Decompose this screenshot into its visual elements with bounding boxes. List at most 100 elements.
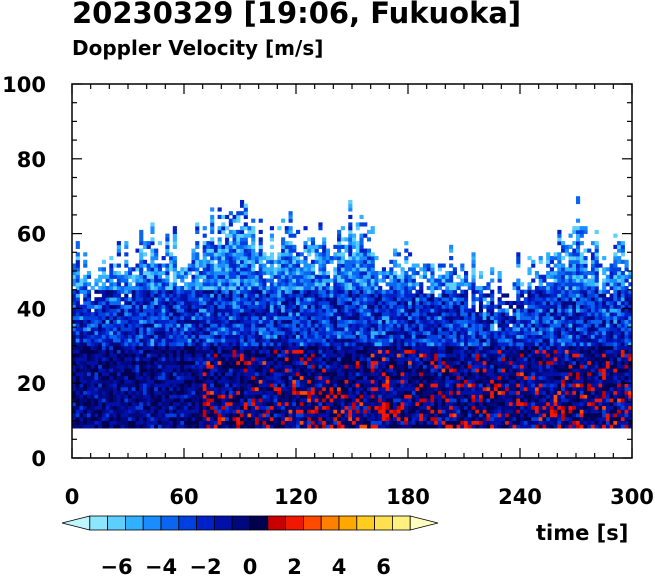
- heatmap-cell: [434, 334, 439, 339]
- heatmap-cell: [243, 342, 248, 347]
- heatmap-cell: [75, 349, 80, 354]
- heatmap-cell: [195, 357, 200, 362]
- heatmap-cell: [303, 282, 308, 287]
- heatmap-cell: [441, 383, 446, 388]
- heatmap-cell: [83, 390, 88, 395]
- heatmap-cell: [366, 293, 372, 298]
- heatmap-cell: [359, 357, 364, 362]
- heatmap-cell: [79, 304, 84, 309]
- heatmap-cell: [374, 315, 379, 321]
- heatmap-cell: [161, 371, 166, 377]
- heatmap-cell: [232, 390, 237, 395]
- heatmap-cell: [299, 312, 304, 317]
- heatmap-cell: [314, 312, 319, 317]
- heatmap-cell: [109, 353, 114, 358]
- heatmap-cell: [434, 308, 439, 313]
- heatmap-cell: [288, 360, 293, 365]
- heatmap-cell: [262, 256, 267, 261]
- heatmap-cell: [430, 420, 435, 425]
- heatmap-cell: [98, 371, 103, 377]
- heatmap-cell: [352, 413, 357, 418]
- heatmap-cell: [277, 345, 282, 350]
- heatmap-cell: [307, 304, 312, 309]
- heatmap-cell: [228, 297, 233, 302]
- heatmap-cell: [184, 323, 189, 328]
- heatmap-cell: [325, 390, 330, 395]
- heatmap-cell: [98, 401, 103, 407]
- heatmap-cell: [213, 390, 218, 395]
- heatmap-cell: [90, 315, 95, 321]
- heatmap-cell: [355, 424, 360, 429]
- heatmap-cell: [352, 315, 357, 321]
- heatmap-cell: [269, 368, 274, 373]
- heatmap-cell: [172, 226, 177, 231]
- heatmap-cell: [393, 263, 398, 268]
- heatmap-cell: [195, 413, 200, 418]
- heatmap-cell: [247, 312, 252, 317]
- heatmap-cell: [150, 229, 155, 234]
- heatmap-cell: [217, 315, 222, 321]
- heatmap-cell: [381, 353, 386, 358]
- heatmap-cell: [243, 364, 248, 369]
- heatmap-cell: [333, 300, 338, 306]
- heatmap-cell: [310, 379, 316, 384]
- heatmap-cell: [135, 319, 140, 324]
- heatmap-cell: [314, 379, 319, 384]
- heatmap-cell: [150, 289, 155, 294]
- heatmap-cell: [135, 424, 140, 429]
- heatmap-cell: [146, 353, 151, 358]
- heatmap-cell: [441, 278, 446, 283]
- heatmap-cell: [381, 330, 386, 335]
- heatmap-cell: [277, 394, 282, 399]
- heatmap-cell: [310, 360, 316, 365]
- heatmap-cell: [370, 368, 375, 373]
- heatmap-cell: [471, 345, 476, 350]
- heatmap-cell: [419, 357, 424, 362]
- heatmap-cell: [408, 319, 413, 324]
- heatmap-cell: [165, 278, 170, 283]
- heatmap-cell: [232, 386, 237, 392]
- heatmap-cell: [191, 256, 196, 261]
- heatmap-cell: [243, 330, 248, 335]
- heatmap-cell: [198, 315, 204, 321]
- heatmap-cell: [236, 323, 241, 328]
- heatmap-cell: [72, 364, 77, 369]
- heatmap-cell: [292, 274, 297, 279]
- heatmap-cell: [340, 315, 345, 321]
- heatmap-cell: [381, 383, 386, 388]
- heatmap-cell: [359, 349, 364, 354]
- heatmap-cell: [359, 416, 364, 421]
- heatmap-cell: [101, 323, 106, 328]
- heatmap-cell: [314, 364, 319, 369]
- heatmap-cell: [83, 330, 88, 335]
- heatmap-cell: [363, 327, 368, 332]
- heatmap-cell: [105, 349, 110, 354]
- heatmap-cell: [464, 409, 469, 414]
- heatmap-cell: [359, 345, 364, 350]
- heatmap-cell: [456, 349, 461, 354]
- heatmap-cell: [206, 398, 211, 403]
- heatmap-cell: [419, 293, 424, 298]
- heatmap-cell: [366, 368, 372, 373]
- heatmap-cell: [247, 256, 252, 261]
- heatmap-cell: [318, 308, 323, 313]
- heatmap-cell: [467, 364, 472, 369]
- heatmap-cell: [310, 401, 316, 407]
- heatmap-cell: [105, 379, 110, 384]
- heatmap-cell: [437, 375, 442, 380]
- heatmap-cell: [303, 364, 308, 369]
- heatmap-cell: [184, 375, 189, 380]
- heatmap-cell: [146, 293, 151, 298]
- heatmap-cell: [157, 308, 162, 313]
- heatmap-cell: [187, 330, 192, 335]
- heatmap-cell: [318, 357, 323, 362]
- heatmap-cell: [210, 256, 215, 261]
- heatmap-cell: [456, 342, 461, 347]
- heatmap-cell: [400, 360, 405, 365]
- heatmap-cell: [355, 330, 360, 335]
- heatmap-cell: [340, 226, 345, 231]
- heatmap-cell: [456, 368, 461, 373]
- heatmap-cell: [251, 386, 256, 392]
- heatmap-cell: [187, 420, 192, 425]
- heatmap-cell: [404, 319, 409, 324]
